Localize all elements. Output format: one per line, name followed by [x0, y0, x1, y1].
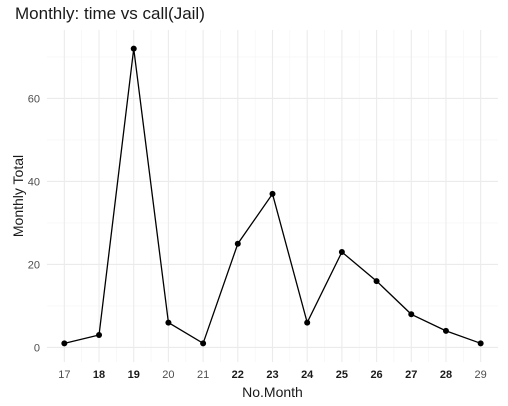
data-point — [373, 278, 380, 285]
x-tick-label: 24 — [301, 369, 314, 381]
data-point — [130, 45, 137, 52]
x-axis-title: No.Month — [242, 384, 303, 400]
y-tick-label: 0 — [34, 342, 40, 354]
y-axis-title: Monthly Total — [10, 155, 26, 237]
data-point — [200, 340, 207, 347]
x-tick-label: 17 — [58, 369, 70, 381]
y-tick-label: 60 — [28, 93, 40, 105]
y-axis-ticks: 0 20 40 60 — [28, 93, 40, 354]
data-point — [269, 190, 276, 197]
x-tick-label: 27 — [405, 369, 417, 381]
data-point — [477, 340, 484, 347]
y-tick-label: 20 — [28, 259, 40, 271]
data-points — [61, 45, 484, 347]
x-tick-label: 23 — [266, 369, 278, 381]
data-point — [234, 240, 241, 247]
x-tick-label: 25 — [336, 369, 348, 381]
data-point — [442, 327, 449, 334]
x-tick-label: 29 — [475, 369, 487, 381]
x-tick-label: 26 — [370, 369, 382, 381]
data-point — [61, 340, 68, 347]
x-axis-ticks: 17 18 19 20 21 22 23 24 25 26 27 28 29 — [58, 369, 487, 381]
x-tick-label: 19 — [128, 369, 140, 381]
data-point — [338, 249, 345, 256]
x-tick-label: 18 — [93, 369, 105, 381]
x-tick-label: 28 — [440, 369, 452, 381]
data-point — [165, 319, 172, 326]
x-tick-label: 21 — [197, 369, 209, 381]
data-point — [96, 332, 103, 339]
data-point — [408, 311, 415, 318]
grid — [47, 30, 498, 362]
y-tick-label: 40 — [28, 176, 40, 188]
x-tick-label: 20 — [162, 369, 174, 381]
chart-title: Monthly: time vs call(Jail) — [15, 4, 205, 23]
data-point — [304, 319, 311, 326]
x-tick-label: 22 — [232, 369, 244, 381]
